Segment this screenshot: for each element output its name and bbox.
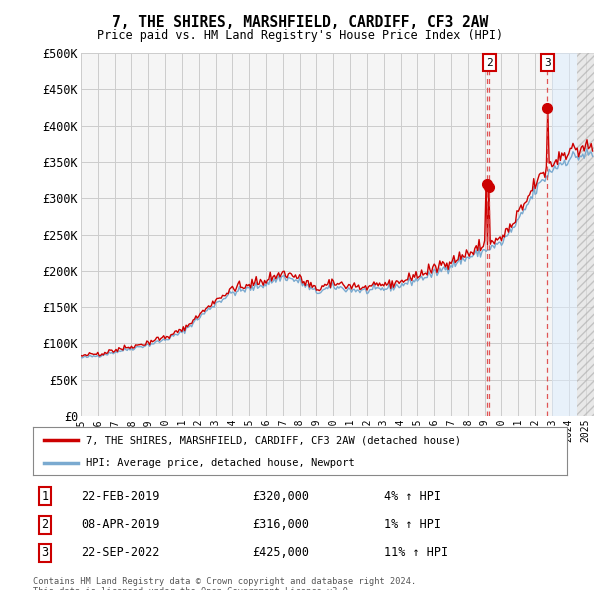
Text: 1: 1 bbox=[41, 490, 49, 503]
Text: 2: 2 bbox=[486, 58, 493, 67]
Text: HPI: Average price, detached house, Newport: HPI: Average price, detached house, Newp… bbox=[86, 458, 355, 468]
Text: 11% ↑ HPI: 11% ↑ HPI bbox=[384, 546, 448, 559]
Text: 22-FEB-2019: 22-FEB-2019 bbox=[81, 490, 160, 503]
Text: Contains HM Land Registry data © Crown copyright and database right 2024.
This d: Contains HM Land Registry data © Crown c… bbox=[33, 577, 416, 590]
Text: 08-APR-2019: 08-APR-2019 bbox=[81, 518, 160, 531]
Text: 2: 2 bbox=[41, 518, 49, 531]
Bar bbox=[552, 53, 577, 416]
Text: 7, THE SHIRES, MARSHFIELD, CARDIFF, CF3 2AW: 7, THE SHIRES, MARSHFIELD, CARDIFF, CF3 … bbox=[112, 15, 488, 30]
Text: 22-SEP-2022: 22-SEP-2022 bbox=[81, 546, 160, 559]
Text: 1% ↑ HPI: 1% ↑ HPI bbox=[384, 518, 441, 531]
Text: 3: 3 bbox=[41, 546, 49, 559]
Text: Price paid vs. HM Land Registry's House Price Index (HPI): Price paid vs. HM Land Registry's House … bbox=[97, 30, 503, 42]
Text: £320,000: £320,000 bbox=[252, 490, 309, 503]
Text: 3: 3 bbox=[544, 58, 551, 67]
Text: 4% ↑ HPI: 4% ↑ HPI bbox=[384, 490, 441, 503]
Text: £425,000: £425,000 bbox=[252, 546, 309, 559]
Text: £316,000: £316,000 bbox=[252, 518, 309, 531]
Bar bbox=[577, 53, 594, 416]
Text: 7, THE SHIRES, MARSHFIELD, CARDIFF, CF3 2AW (detached house): 7, THE SHIRES, MARSHFIELD, CARDIFF, CF3 … bbox=[86, 435, 461, 445]
